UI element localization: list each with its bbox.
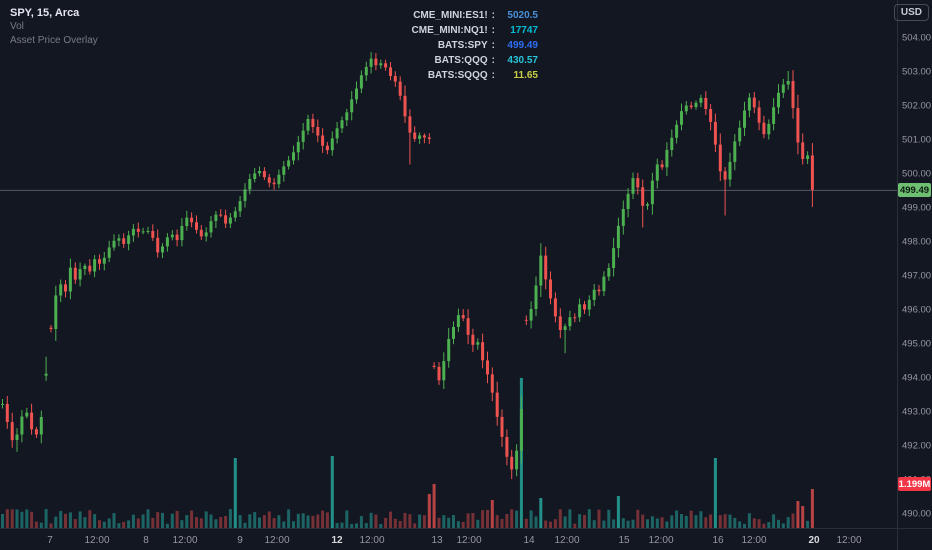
last-price-label: 499.49: [898, 183, 931, 198]
svg-text:498.00: 498.00: [902, 237, 931, 248]
symbol-legend: SPY, 15, Arca Vol Asset Price Overlay: [10, 6, 98, 48]
watchlist-row-qqq[interactable]: BATS:QQQ : 430.57: [398, 53, 539, 68]
watchlist-value: 5020.5: [507, 10, 538, 21]
colon: :: [491, 10, 495, 21]
colon: :: [491, 55, 495, 66]
svg-text:490.00: 490.00: [902, 509, 931, 520]
svg-text:501.00: 501.00: [902, 135, 931, 146]
study-overlay-label[interactable]: Asset Price Overlay: [10, 35, 98, 46]
watchlist-symbol: CME_MINI:NQ1!: [411, 25, 488, 36]
svg-text:12:00: 12:00: [456, 535, 481, 546]
last-volume-label: 1.199M: [898, 477, 931, 491]
watchlist-row-sqqq[interactable]: BATS:SQQQ : 11.65: [398, 68, 538, 83]
time-axis-labels: 7 12:00 8 12:00 9 12:00 12 12:00 13 12:00 14 12:00 1…: [47, 535, 862, 546]
candles: [1, 52, 814, 479]
svg-text:494.00: 494.00: [902, 373, 931, 384]
watchlist-symbol: BATS:QQQ: [434, 55, 488, 66]
svg-text:495.00: 495.00: [902, 339, 931, 350]
svg-text:15: 15: [618, 535, 630, 546]
study-volume-label[interactable]: Vol: [10, 21, 24, 32]
svg-text:497.00: 497.00: [902, 271, 931, 282]
watchlist-row-nq1[interactable]: CME_MINI:NQ1! : 17747: [398, 23, 538, 38]
svg-text:12:00: 12:00: [172, 535, 197, 546]
svg-text:12:00: 12:00: [554, 535, 579, 546]
svg-text:9: 9: [237, 535, 243, 546]
watchlist-row-es1[interactable]: CME_MINI:ES1! : 5020.5: [398, 8, 538, 23]
svg-text:496.00: 496.00: [902, 305, 931, 316]
price-axis-labels: 504.00 503.00 502.00 501.00 500.00 499.00 498.…: [902, 33, 931, 520]
svg-text:504.00: 504.00: [902, 33, 931, 44]
watchlist-symbol: CME_MINI:ES1!: [413, 10, 488, 21]
svg-text:7: 7: [47, 535, 53, 546]
volume-bars: [1, 378, 814, 528]
colon: :: [491, 40, 495, 51]
watchlist-symbol: BATS:SQQQ: [427, 70, 488, 81]
watchlist-value: 11.65: [513, 70, 538, 81]
svg-text:12:00: 12:00: [836, 535, 861, 546]
svg-text:8: 8: [143, 535, 149, 546]
svg-text:12:00: 12:00: [84, 535, 109, 546]
currency-toggle-button[interactable]: USD: [893, 4, 929, 21]
svg-text:12:00: 12:00: [648, 535, 673, 546]
svg-text:500.00: 500.00: [902, 169, 931, 180]
svg-text:503.00: 503.00: [902, 67, 931, 78]
svg-text:12:00: 12:00: [359, 535, 384, 546]
watchlist-value: 499.49: [507, 40, 538, 51]
svg-text:499.00: 499.00: [902, 203, 931, 214]
svg-text:502.00: 502.00: [902, 101, 931, 112]
svg-text:12:00: 12:00: [264, 535, 289, 546]
svg-text:20: 20: [808, 535, 820, 546]
svg-text:493.00: 493.00: [902, 407, 931, 418]
svg-text:13: 13: [431, 535, 443, 546]
colon: :: [491, 70, 495, 81]
svg-text:16: 16: [712, 535, 724, 546]
svg-text:12: 12: [331, 535, 343, 546]
watchlist-value: 430.57: [507, 55, 538, 66]
colon: :: [491, 25, 495, 36]
watchlist-symbol: BATS:SPY: [437, 40, 488, 51]
svg-text:14: 14: [523, 535, 535, 546]
symbol-watchlist: CME_MINI:ES1! : 5020.5 CME_MINI:NQ1! : 1…: [398, 8, 538, 83]
watchlist-row-spy[interactable]: BATS:SPY : 499.49: [398, 38, 538, 53]
symbol-title[interactable]: SPY, 15, Arca: [10, 7, 80, 19]
svg-text:12:00: 12:00: [741, 535, 766, 546]
svg-text:492.00: 492.00: [902, 441, 931, 452]
watchlist-value: 17747: [510, 25, 538, 36]
